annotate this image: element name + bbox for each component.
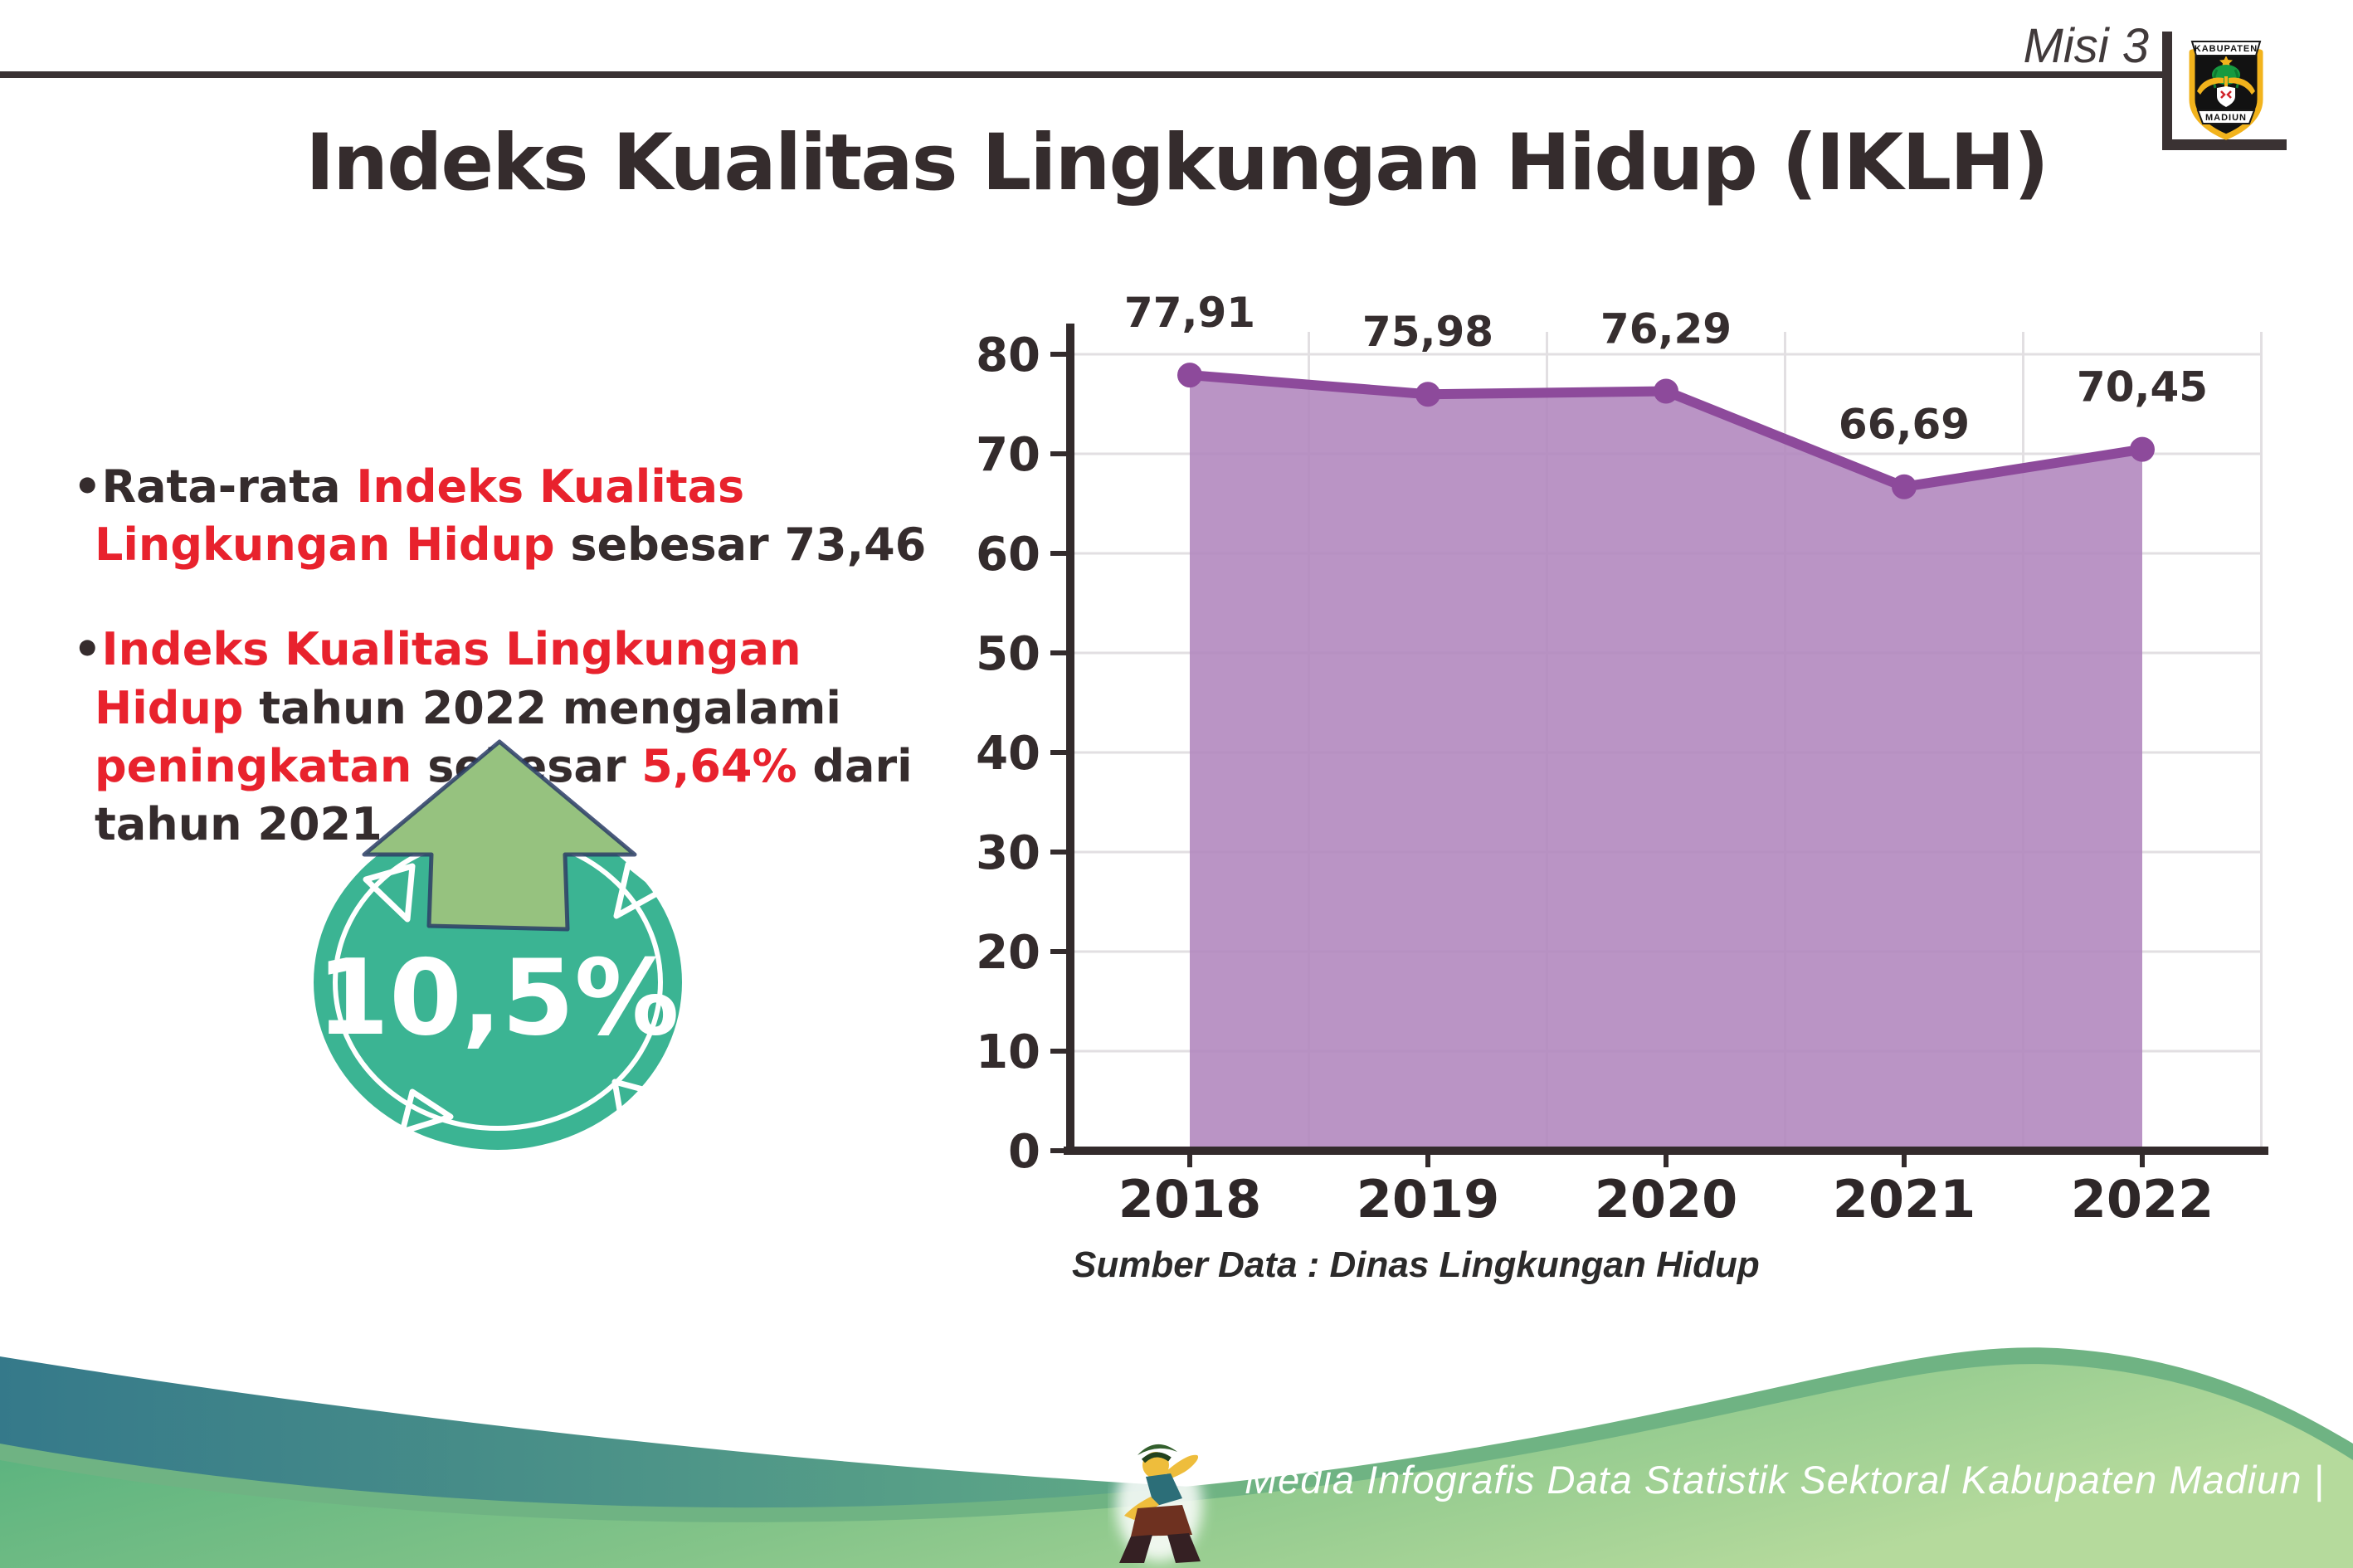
up-arrow-icon [362, 739, 637, 932]
logo-top-ribbon-text: KABUPATEN [2195, 44, 2258, 54]
svg-text:30: 30 [976, 826, 1040, 880]
svg-text:77,91: 77,91 [1124, 289, 1255, 337]
svg-text:70,45: 70,45 [2077, 363, 2208, 411]
footer-credit: Media Infografis Data Statistik Sektoral… [1245, 1458, 2325, 1502]
bullet-dot: • [73, 460, 102, 513]
svg-text:2022: 2022 [2071, 1169, 2214, 1230]
svg-text:75,98: 75,98 [1362, 308, 1493, 356]
bullet-average-iklh: •Rata-rata Indeks Kualitas Lingkungan Hi… [73, 460, 927, 572]
header-rule [0, 71, 2167, 78]
svg-text:2021: 2021 [1833, 1169, 1976, 1230]
dancer-mascot-icon [1116, 1444, 1202, 1563]
kabupaten-madiun-logo-icon: KABUPATEN MADIUN [2189, 41, 2263, 140]
svg-text:2019: 2019 [1357, 1169, 1500, 1230]
svg-text:76,29: 76,29 [1600, 305, 1732, 353]
svg-text:10: 10 [976, 1025, 1040, 1079]
svg-text:60: 60 [976, 528, 1040, 582]
logo-bracket-horizontal [2162, 139, 2287, 150]
badge-value: 10,5% [316, 937, 679, 1059]
logo-bracket-vertical [2162, 32, 2172, 149]
svg-text:2020: 2020 [1595, 1169, 1738, 1230]
svg-text:2018: 2018 [1118, 1169, 1262, 1230]
svg-text:0: 0 [1008, 1125, 1040, 1179]
logo-bottom-ribbon-text: MADIUN [2205, 113, 2247, 123]
bullet-dot: • [73, 623, 102, 676]
svg-text:20: 20 [976, 926, 1040, 980]
svg-text:66,69: 66,69 [1839, 401, 1970, 449]
source-note: Sumber Data : Dinas Lingkungan Hidup [1072, 1244, 1760, 1285]
increase-percentage-badge: 10,5% [314, 739, 682, 1150]
svg-text:70: 70 [976, 428, 1040, 482]
footer-wave-decoration [0, 1347, 2353, 1568]
bullet-iklh-increase: •Indeks Kualitas Lingkungan Hidup tahun … [73, 623, 913, 850]
badge-triangle-accents [363, 861, 665, 1135]
svg-text:40: 40 [976, 727, 1040, 781]
mission-label: Misi 3 [2023, 19, 2149, 73]
iklh-area-chart: 77,91 75,98 76,29 66,69 70,45 0 10 20 30 40 50 60 70… [976, 289, 2268, 1230]
page-title: Indeks Kualitas Lingkungan Hidup (IKLH) [305, 118, 2049, 208]
key-findings: •Rata-rata Indeks Kualitas Lingkungan Hi… [73, 458, 961, 900]
svg-text:80: 80 [976, 329, 1040, 382]
svg-text:50: 50 [976, 627, 1040, 681]
